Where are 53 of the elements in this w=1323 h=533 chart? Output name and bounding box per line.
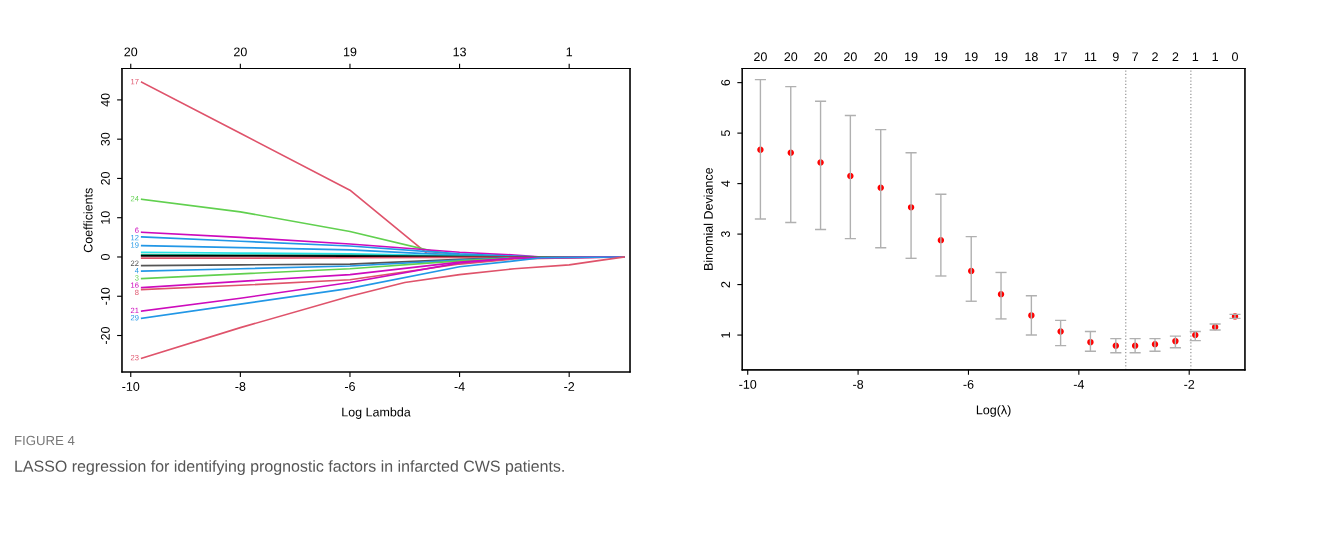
text: 20 (784, 52, 798, 62)
text: 20 (844, 52, 857, 62)
y-tick-label: 1 (721, 332, 730, 338)
text: 1 (1192, 52, 1199, 62)
y-axis-title: Coefficients (83, 188, 93, 253)
y-tick-label: 2 (721, 281, 730, 288)
y-tick-label: 4 (721, 180, 730, 187)
text: 20 (234, 47, 247, 57)
x-tick-label: -6 (344, 382, 355, 391)
text: 19 (965, 52, 978, 62)
x-tick-label: -2 (1184, 379, 1195, 389)
text: LASSO regression for identifying prognostic factors in infarcted CWS patients. (15, 460, 564, 476)
text: 11 (1084, 52, 1097, 62)
text: 20 (754, 52, 767, 62)
text: 20 (874, 52, 888, 62)
x-tick-label: -10 (122, 382, 140, 391)
x-tick-label: -8 (235, 382, 246, 391)
caption: FIGURE 4 (15, 435, 75, 446)
text: 2 (1152, 52, 1158, 62)
y-tick-label: -10 (100, 287, 110, 305)
text: 2 (1172, 52, 1179, 62)
x-tick-label: -8 (853, 379, 864, 389)
x-tick-label: -10 (739, 379, 757, 389)
text: 13 (453, 47, 466, 57)
x-axis-title: Log Lambda (342, 407, 411, 419)
y-tick-label: 0 (100, 253, 110, 260)
x-axis-title: Log(λ) (976, 405, 1011, 417)
text: 19 (343, 47, 357, 57)
x-tick-label: -4 (454, 382, 465, 391)
text: 9 (1112, 52, 1119, 62)
text: 17 (1054, 52, 1067, 62)
x-tick-label: -6 (963, 379, 974, 389)
y-tick-label: 5 (721, 130, 731, 137)
y-tick-label: 3 (721, 231, 731, 238)
y-tick-label: 6 (721, 79, 731, 86)
text: 20 (814, 52, 828, 62)
x-tick-label: -2 (564, 382, 575, 391)
y-tick-label: 20 (100, 171, 110, 185)
y-tick-label: 10 (100, 211, 110, 224)
x-tick-label: -4 (1073, 380, 1085, 389)
y-tick-label: 40 (100, 93, 110, 107)
text: 7 (1132, 52, 1138, 62)
text: 19 (905, 52, 918, 62)
y-tick-label: 30 (100, 132, 110, 146)
text: 1 (566, 47, 573, 57)
text: 0 (1232, 52, 1238, 62)
text: 19 (995, 52, 1008, 62)
y-axis-title: Binomial Deviance (703, 167, 713, 270)
y-tick-label: -20 (100, 326, 110, 344)
text: 18 (1025, 52, 1038, 62)
text: 1 (1212, 52, 1219, 62)
text: 19 (934, 52, 948, 62)
text: 20 (124, 47, 138, 57)
